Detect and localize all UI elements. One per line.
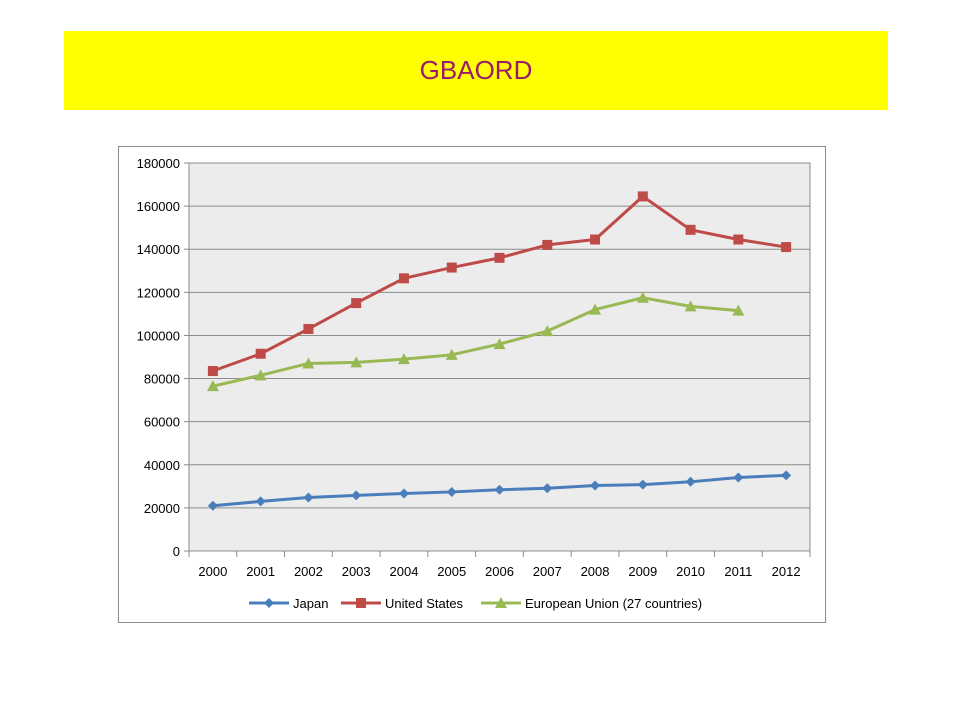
data-point-1 bbox=[303, 323, 314, 334]
x-tick-label: 2011 bbox=[724, 564, 752, 579]
data-point-0 bbox=[351, 490, 362, 501]
data-point-2 bbox=[684, 300, 697, 312]
data-point-2 bbox=[302, 357, 315, 369]
data-point-1 bbox=[781, 242, 792, 253]
x-tick-label: 2009 bbox=[628, 564, 657, 579]
line-chart: 0 20000 40000 60000 80000 100000 120000 140000 1… bbox=[137, 156, 811, 611]
legend-label: United States bbox=[385, 596, 464, 611]
data-point-1 bbox=[351, 298, 362, 309]
legend-label: Japan bbox=[293, 596, 328, 611]
data-point-0 bbox=[685, 476, 696, 487]
data-point-0 bbox=[542, 483, 553, 494]
x-tick-label: 2002 bbox=[294, 564, 323, 579]
data-point-0 bbox=[255, 496, 266, 507]
chart-frame: 0 20000 40000 60000 80000 100000 120000 140000 1… bbox=[118, 146, 826, 623]
data-point-1 bbox=[446, 262, 457, 273]
data-point-1 bbox=[207, 366, 218, 377]
data-point-2 bbox=[397, 353, 410, 365]
y-tick-label: 140000 bbox=[137, 242, 180, 257]
data-point-0 bbox=[781, 470, 792, 481]
y-tick-label: 120000 bbox=[137, 285, 180, 300]
y-tick-label: 80000 bbox=[144, 372, 180, 387]
data-point-2 bbox=[732, 304, 745, 316]
data-point-1 bbox=[542, 239, 553, 250]
data-point-0 bbox=[590, 480, 601, 491]
legend-marker-0 bbox=[264, 598, 274, 608]
data-point-2 bbox=[445, 348, 458, 360]
data-point-2 bbox=[254, 369, 267, 381]
x-tick-label: 2003 bbox=[342, 564, 371, 579]
x-tick-label: 2005 bbox=[437, 564, 466, 579]
data-point-0 bbox=[398, 488, 409, 499]
data-point-2 bbox=[541, 325, 554, 337]
legend-label: European Union (27 countries) bbox=[525, 596, 702, 611]
x-tick-label: 2008 bbox=[581, 564, 610, 579]
y-tick-label: 180000 bbox=[137, 156, 180, 171]
data-point-1 bbox=[255, 348, 266, 359]
legend-marker-2 bbox=[495, 597, 507, 608]
data-point-0 bbox=[303, 492, 314, 503]
x-tick-label: 2004 bbox=[390, 564, 419, 579]
data-point-1 bbox=[733, 234, 744, 245]
x-tick-label: 2012 bbox=[772, 564, 801, 579]
data-point-1 bbox=[494, 252, 505, 263]
y-tick-label: 0 bbox=[173, 544, 180, 559]
data-point-2 bbox=[589, 303, 602, 315]
y-tick-label: 40000 bbox=[144, 458, 180, 473]
data-point-0 bbox=[207, 500, 218, 511]
series-line-2 bbox=[212, 296, 739, 388]
x-tick-label: 2000 bbox=[198, 564, 227, 579]
x-tick-label: 2006 bbox=[485, 564, 514, 579]
x-tick-label: 2010 bbox=[676, 564, 705, 579]
y-tick-label: 160000 bbox=[137, 199, 180, 214]
x-tick-label: 2001 bbox=[246, 564, 275, 579]
data-point-1 bbox=[685, 224, 696, 235]
data-point-0 bbox=[446, 486, 457, 497]
data-point-0 bbox=[494, 484, 505, 495]
y-tick-label: 100000 bbox=[137, 328, 180, 343]
data-point-1 bbox=[398, 273, 409, 284]
data-point-0 bbox=[637, 479, 648, 490]
title-banner: GBAORD bbox=[64, 31, 888, 110]
y-tick-label: 60000 bbox=[144, 415, 180, 430]
data-point-2 bbox=[350, 356, 363, 368]
data-point-1 bbox=[590, 234, 601, 245]
data-point-1 bbox=[637, 191, 648, 202]
data-point-0 bbox=[733, 472, 744, 483]
x-tick-label: 2007 bbox=[533, 564, 562, 579]
data-point-2 bbox=[636, 291, 649, 303]
data-point-2 bbox=[493, 338, 506, 350]
page-title: GBAORD bbox=[419, 55, 533, 85]
data-point-2 bbox=[206, 380, 219, 392]
legend-marker-1 bbox=[356, 598, 366, 608]
y-tick-label: 20000 bbox=[144, 501, 180, 516]
